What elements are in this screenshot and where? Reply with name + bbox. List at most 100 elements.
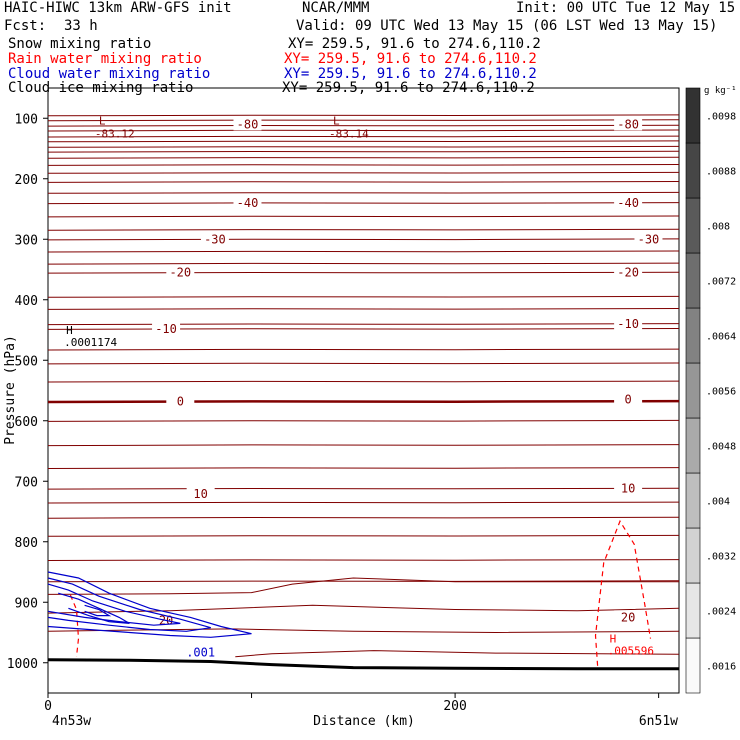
- isotherm: [47, 156, 680, 159]
- colorbar-swatch: [685, 637, 701, 694]
- high-marker: H: [610, 633, 617, 646]
- isotherm-label: 10: [193, 487, 207, 501]
- cloud-water-contour: [58, 592, 130, 624]
- y-tick-label: 100: [15, 112, 38, 127]
- org-label: NCAR/MMM: [302, 0, 370, 16]
- colorbar-label: .0088: [706, 167, 736, 178]
- isotherm: [47, 559, 680, 561]
- isotherm: [47, 399, 680, 404]
- isotherm: [47, 380, 680, 383]
- colorbar-label: .0048: [706, 442, 736, 453]
- colorbar-swatch: [685, 362, 701, 419]
- isotherm-label: -30: [204, 232, 226, 246]
- isotherm-label-bg: [166, 394, 195, 408]
- isotherm-label: 0: [177, 394, 184, 408]
- isotherm-label: -30: [638, 232, 660, 246]
- isotherm: [47, 295, 680, 298]
- isotherm-label: -10: [617, 317, 639, 331]
- isotherm-label-bg: [200, 232, 229, 246]
- colorbar-label: .0024: [706, 607, 736, 618]
- isotherm-label-bg: [233, 195, 262, 209]
- isotherm-label: -20: [169, 266, 191, 280]
- field-name-snow: Snow mixing ratio: [8, 36, 152, 52]
- isotherm: [47, 181, 680, 183]
- isotherm-label-bg: [614, 392, 643, 406]
- colorbar: .0016 .0024 .0032 .004 .0048 .0056 .0064 .0072.…: [685, 87, 736, 694]
- isotherm-label-bg: [614, 316, 643, 330]
- colorbar-swatch: [685, 142, 701, 199]
- colorbar-swatch: [685, 417, 701, 474]
- low-value: -83.14: [329, 127, 369, 140]
- y-tick-label: 700: [15, 475, 38, 490]
- cloud-water-label: .001: [186, 645, 215, 659]
- rain-contour: [594, 519, 652, 666]
- colorbar-unit: g kg⁻¹: [704, 86, 737, 96]
- field-xy-cloud-water: XY= 259.5, 91.6 to 274.6,110.2: [284, 66, 537, 82]
- isotherm: [47, 129, 680, 132]
- isotherm: [47, 262, 680, 265]
- isotherm: [47, 135, 680, 138]
- isotherm: [47, 150, 680, 153]
- isotherm-label-bg: [614, 195, 643, 209]
- isotherm: [47, 119, 680, 122]
- colorbar-swatch: [685, 307, 701, 364]
- valid-time: Valid: 09 UTC Wed 13 May 15 (06 LST Wed …: [296, 18, 718, 34]
- colorbar-swatch: [685, 582, 701, 639]
- x-left-location: 4n53w: [52, 714, 91, 729]
- isotherm-label: -20: [617, 266, 639, 280]
- isotherm: [47, 348, 680, 351]
- isotherm: [47, 534, 680, 537]
- rain-contour: [69, 594, 80, 657]
- isotherm: [47, 114, 680, 117]
- isotherm-label-bg: [634, 232, 663, 246]
- colorbar-swatch: [685, 472, 701, 529]
- isotherm-label: 20: [621, 610, 635, 624]
- y-tick-label: 500: [15, 354, 38, 369]
- y-tick-label: 800: [15, 536, 38, 551]
- temperature-contours: [47, 114, 680, 658]
- colorbar-label: .0032: [706, 552, 736, 563]
- fcst-label: Fcst:: [4, 18, 47, 34]
- cloud-water-contour: [47, 577, 211, 632]
- isotherm: [47, 124, 680, 127]
- isotherm: [47, 444, 680, 447]
- cloud-water-contour: [47, 571, 252, 638]
- isotherm: [47, 228, 680, 231]
- isotherm-label: 10: [621, 482, 635, 496]
- fcst-value: 33 h: [64, 18, 98, 34]
- colorbar-label: .0016: [706, 662, 736, 673]
- isotherm-label-bg: [186, 486, 215, 500]
- isotherm: [47, 191, 680, 194]
- low-marker: L: [99, 114, 106, 127]
- plot-frame: [47, 87, 680, 694]
- isotherm: [47, 362, 680, 365]
- y-tick-label: 200: [15, 173, 38, 188]
- y-tick-label: 400: [15, 294, 38, 309]
- isotherm: [47, 215, 680, 218]
- field-xy-rain: XY= 259.5, 91.6 to 274.6,110.2: [284, 51, 537, 67]
- isotherm: [47, 164, 680, 166]
- isotherm: [47, 140, 680, 143]
- isotherm-label: -80: [237, 117, 259, 131]
- colorbar-label: .008: [706, 222, 730, 233]
- rain-water-contours: [69, 519, 652, 666]
- isotherm-label-bg: [233, 117, 262, 131]
- colorbar-swatch: [685, 252, 701, 309]
- isotherm-label-bg: [614, 481, 643, 495]
- y-tick-label: 900: [15, 596, 38, 611]
- isotherm: [47, 604, 680, 614]
- isotherm: [47, 628, 680, 634]
- isotherm: [47, 323, 680, 326]
- isotherm: [47, 271, 680, 274]
- field-xy-snow: XY= 259.5, 91.6 to 274.6,110.2: [288, 36, 541, 52]
- field-name-rain: Rain water mixing ratio: [8, 51, 202, 67]
- isotherm: [47, 250, 680, 253]
- cloud-water-contours: .001: [47, 571, 252, 659]
- isotherm: [235, 650, 680, 658]
- field-name-cloud-water: Cloud water mixing ratio: [8, 66, 211, 82]
- isotherm: [47, 419, 680, 422]
- model-title: HAIC-HIWC 13km ARW-GFS init: [4, 0, 232, 16]
